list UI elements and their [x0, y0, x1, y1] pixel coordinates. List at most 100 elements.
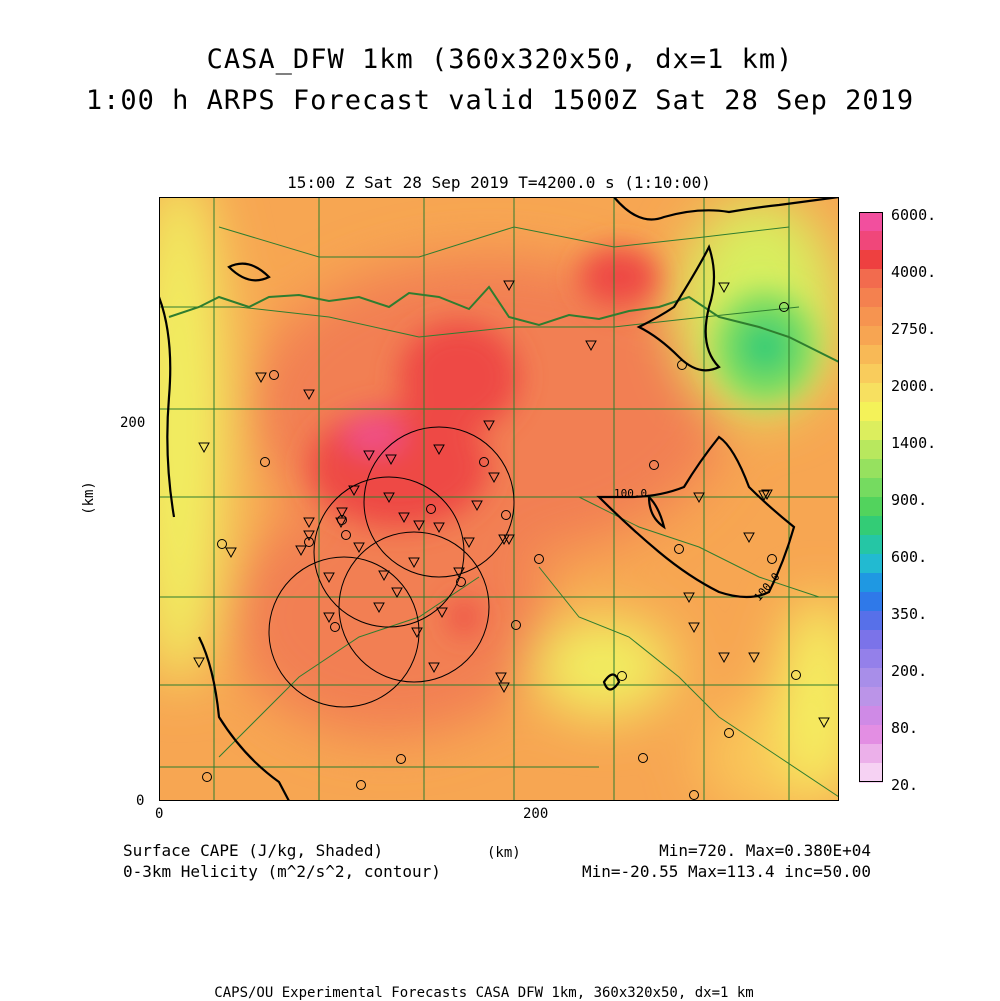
station-triangle	[688, 622, 700, 634]
helicity-contours	[159, 197, 839, 801]
colorbar-swatch	[859, 288, 883, 308]
colorbar-swatch	[859, 744, 883, 764]
field-label-cape: Surface CAPE (J/kg, Shaded)	[123, 841, 384, 860]
colorbar-swatch	[859, 231, 883, 251]
station-triangle	[385, 454, 397, 466]
field-label-helicity: 0-3km Helicity (m^2/s^2, contour)	[123, 862, 441, 881]
station-circle	[304, 537, 314, 547]
station-triangle	[255, 372, 267, 384]
station-circle	[479, 457, 489, 467]
station-circle	[396, 754, 406, 764]
colorbar-level-label: 6000.	[891, 206, 937, 224]
colorbar-swatch	[859, 725, 883, 745]
colorbar-swatch	[859, 535, 883, 555]
colorbar-swatch	[859, 212, 883, 232]
station-circle	[260, 457, 270, 467]
colorbar-level-label: 600.	[891, 548, 928, 566]
station-circle	[677, 360, 687, 370]
radar-range-rings	[268, 426, 515, 708]
station-triangle	[373, 602, 385, 614]
station-circle	[649, 460, 659, 470]
credit-line: CAPS/OU Experimental Forecasts CASA DFW …	[214, 985, 754, 1001]
colorbar-level-label: 900.	[891, 491, 928, 509]
station-circle	[456, 577, 466, 587]
station-triangle	[353, 542, 365, 554]
colorbar-level-label: 1400.	[891, 434, 937, 452]
station-triangle	[348, 485, 360, 497]
station-triangle	[428, 662, 440, 674]
colorbar-swatch	[859, 326, 883, 346]
station-triangle	[761, 489, 773, 501]
station-triangle	[748, 652, 760, 664]
colorbar-swatch	[859, 516, 883, 536]
station-triangle	[503, 534, 515, 546]
station-circle	[341, 530, 351, 540]
plot-frame	[159, 197, 839, 801]
station-triangle	[363, 450, 375, 462]
station-triangle	[391, 587, 403, 599]
valid-time: 15:00 Z Sat 28 Sep 2019 T=4200.0 s (1:10…	[287, 173, 711, 192]
x-axis-label: (km)	[487, 845, 521, 861]
station-triangle	[758, 490, 770, 502]
colorbar	[859, 212, 883, 783]
station-triangle	[718, 652, 730, 664]
colorbar-level-label: 2750.	[891, 320, 937, 338]
station-markers	[193, 280, 830, 800]
station-triangle	[303, 530, 315, 542]
station-triangle	[488, 472, 500, 484]
colorbar-swatch	[859, 630, 883, 650]
colorbar-swatch	[859, 383, 883, 403]
station-circle	[269, 370, 279, 380]
station-triangle	[433, 444, 445, 456]
colorbar-level-label: 2000.	[891, 377, 937, 395]
station-triangle	[225, 547, 237, 559]
station-circle	[330, 622, 340, 632]
station-triangle	[498, 682, 510, 694]
colorbar-swatch	[859, 573, 883, 593]
station-circle	[674, 544, 684, 554]
colorbar-swatch	[859, 459, 883, 479]
station-triangle	[453, 567, 465, 579]
x-tick-200: 200	[523, 806, 549, 822]
station-circle	[217, 539, 227, 549]
station-triangle	[683, 592, 695, 604]
station-circle	[617, 671, 627, 681]
colorbar-level-label: 350.	[891, 605, 928, 623]
cape-shading	[159, 197, 839, 801]
colorbar-swatch	[859, 687, 883, 707]
state-border	[168, 285, 839, 363]
colorbar-swatch	[859, 497, 883, 517]
station-triangle	[336, 507, 348, 519]
y-axis-label: (km)	[80, 481, 97, 515]
station-triangle	[585, 340, 597, 352]
station-triangle	[323, 612, 335, 624]
station-circle	[202, 772, 212, 782]
station-triangle	[193, 657, 205, 669]
colorbar-swatch	[859, 421, 883, 441]
x-tick-0: 0	[155, 806, 164, 822]
station-circle	[426, 504, 436, 514]
colorbar-level-label: 4000.	[891, 263, 937, 281]
contour-label-1: 100.0	[614, 487, 647, 500]
station-circle	[689, 790, 699, 800]
station-triangle	[743, 532, 755, 544]
colorbar-level-label: 20.	[891, 776, 919, 794]
station-triangle	[413, 520, 425, 532]
station-triangle	[818, 717, 830, 729]
helicity-min-max: Min=-20.55 Max=113.4 inc=50.00	[582, 862, 871, 881]
station-circle	[501, 510, 511, 520]
colorbar-swatch	[859, 649, 883, 669]
title-line-1: CASA_DFW 1km (360x320x50, dx=1 km)	[206, 44, 794, 75]
station-triangle	[433, 522, 445, 534]
station-circle	[356, 780, 366, 790]
station-circle	[767, 554, 777, 564]
cape-min-max: Min=720. Max=0.380E+04	[659, 841, 871, 860]
colorbar-swatch	[859, 611, 883, 631]
colorbar-swatch	[859, 402, 883, 422]
colorbar-swatch	[859, 478, 883, 498]
station-circle	[638, 753, 648, 763]
colorbar-swatch	[859, 554, 883, 574]
colorbar-swatch	[859, 269, 883, 289]
y-tick-0: 0	[136, 793, 145, 809]
colorbar-frame	[859, 212, 883, 782]
